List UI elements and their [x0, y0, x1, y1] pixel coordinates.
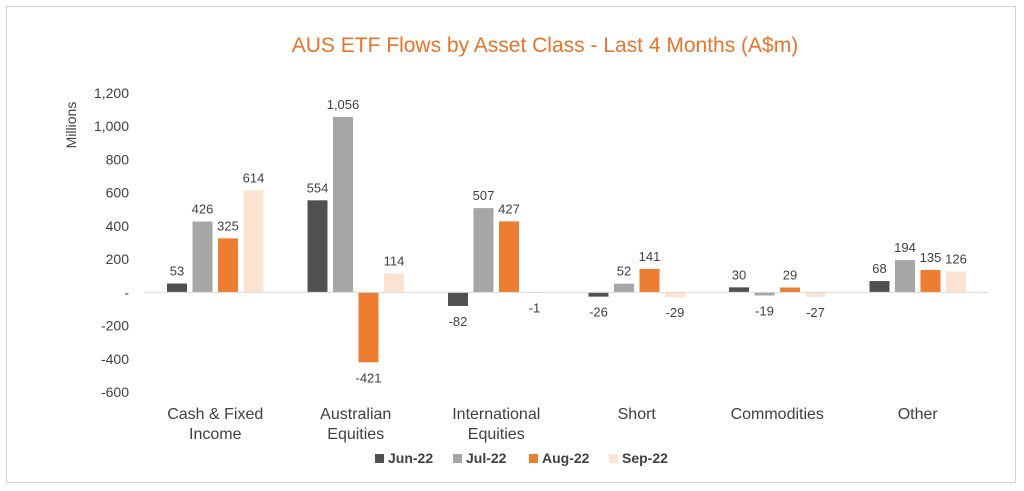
- data-label: 614: [243, 170, 265, 185]
- bar: [358, 292, 379, 363]
- legend-label: Aug-22: [542, 450, 590, 466]
- bar: [448, 292, 468, 306]
- data-label: -29: [666, 305, 685, 320]
- bar: [167, 283, 187, 293]
- bar: [946, 271, 966, 293]
- x-tick-label: Equities: [468, 426, 525, 443]
- legend-label: Jul-22: [466, 450, 507, 466]
- bar: [243, 190, 264, 293]
- y-tick-label: 800: [106, 151, 130, 167]
- data-label: 507: [473, 188, 495, 203]
- bar: [499, 221, 519, 293]
- data-label: 68: [872, 261, 886, 276]
- data-label: 126: [945, 251, 967, 266]
- legend: Jun-22 Jul-22 Aug-22 Sep-22: [375, 450, 668, 466]
- data-label: -27: [806, 305, 825, 320]
- data-label: 554: [307, 180, 329, 195]
- data-label: 426: [192, 202, 214, 217]
- data-label: -19: [755, 303, 774, 318]
- data-label: -1: [529, 300, 541, 315]
- data-label: 194: [894, 240, 916, 255]
- data-label: -421: [355, 370, 381, 385]
- bar: [218, 238, 238, 293]
- data-label: 52: [617, 264, 631, 279]
- bar: [192, 221, 213, 293]
- bar: [473, 208, 494, 293]
- y-tick-label: 1,200: [94, 85, 129, 101]
- data-label: 29: [783, 268, 797, 283]
- x-tick-label: Cash & Fixed: [167, 406, 263, 423]
- bar: [307, 200, 328, 293]
- x-tick-label: Australian: [320, 406, 391, 423]
- y-tick-label: 400: [106, 218, 130, 234]
- bar: [895, 260, 915, 293]
- bar-series: [167, 116, 966, 363]
- y-axis-label: Millions: [63, 102, 79, 149]
- y-tick-label: 600: [106, 185, 130, 201]
- data-label: 30: [732, 267, 746, 282]
- legend-swatch: [375, 454, 384, 463]
- bar: [614, 283, 634, 293]
- data-label: 135: [920, 250, 942, 265]
- data-label: 1,056: [327, 97, 360, 112]
- legend-label: Sep-22: [622, 450, 668, 466]
- chart-title: AUS ETF Flows by Asset Class - Last 4 Mo…: [292, 34, 798, 57]
- bar: [384, 273, 404, 293]
- x-tick-label: Short: [618, 406, 657, 423]
- x-tick-label: Other: [898, 406, 939, 423]
- data-label: 114: [384, 253, 405, 268]
- y-axis-ticks: 1,200 1,000 800 600 400 200 - -200 -400 -600: [94, 85, 129, 400]
- data-label: -26: [589, 305, 608, 320]
- data-label: 53: [170, 264, 184, 279]
- y-tick-label: 1,000: [94, 118, 129, 134]
- bar: [780, 287, 800, 293]
- bar: [729, 287, 749, 293]
- y-tick-label: 200: [106, 251, 130, 267]
- x-tick-label: Equities: [327, 426, 384, 443]
- data-label: -82: [449, 314, 468, 329]
- y-tick-label: -400: [101, 351, 129, 367]
- x-tick-label: Commodities: [731, 406, 824, 423]
- bar: [588, 292, 609, 297]
- legend-label: Jun-22: [388, 450, 433, 466]
- data-label: 325: [217, 218, 239, 233]
- bar: [639, 268, 660, 293]
- category-labels: Cash & Fixed Income Australian Equities Inte…: [167, 406, 938, 443]
- x-tick-label: Income: [189, 426, 242, 443]
- bar: [665, 292, 685, 298]
- legend-swatch: [609, 454, 618, 463]
- bar: [333, 116, 353, 293]
- y-tick-label: -: [124, 284, 129, 300]
- legend-swatch: [529, 454, 538, 463]
- bar: [869, 281, 890, 293]
- bar: [754, 292, 775, 296]
- bar: [920, 269, 941, 293]
- legend-swatch: [453, 454, 462, 463]
- data-label: 427: [498, 201, 520, 216]
- x-tick-label: International: [452, 406, 540, 423]
- y-tick-label: -200: [101, 318, 129, 334]
- y-tick-label: -600: [101, 384, 129, 400]
- bar: [805, 292, 826, 297]
- data-label: 141: [639, 249, 661, 264]
